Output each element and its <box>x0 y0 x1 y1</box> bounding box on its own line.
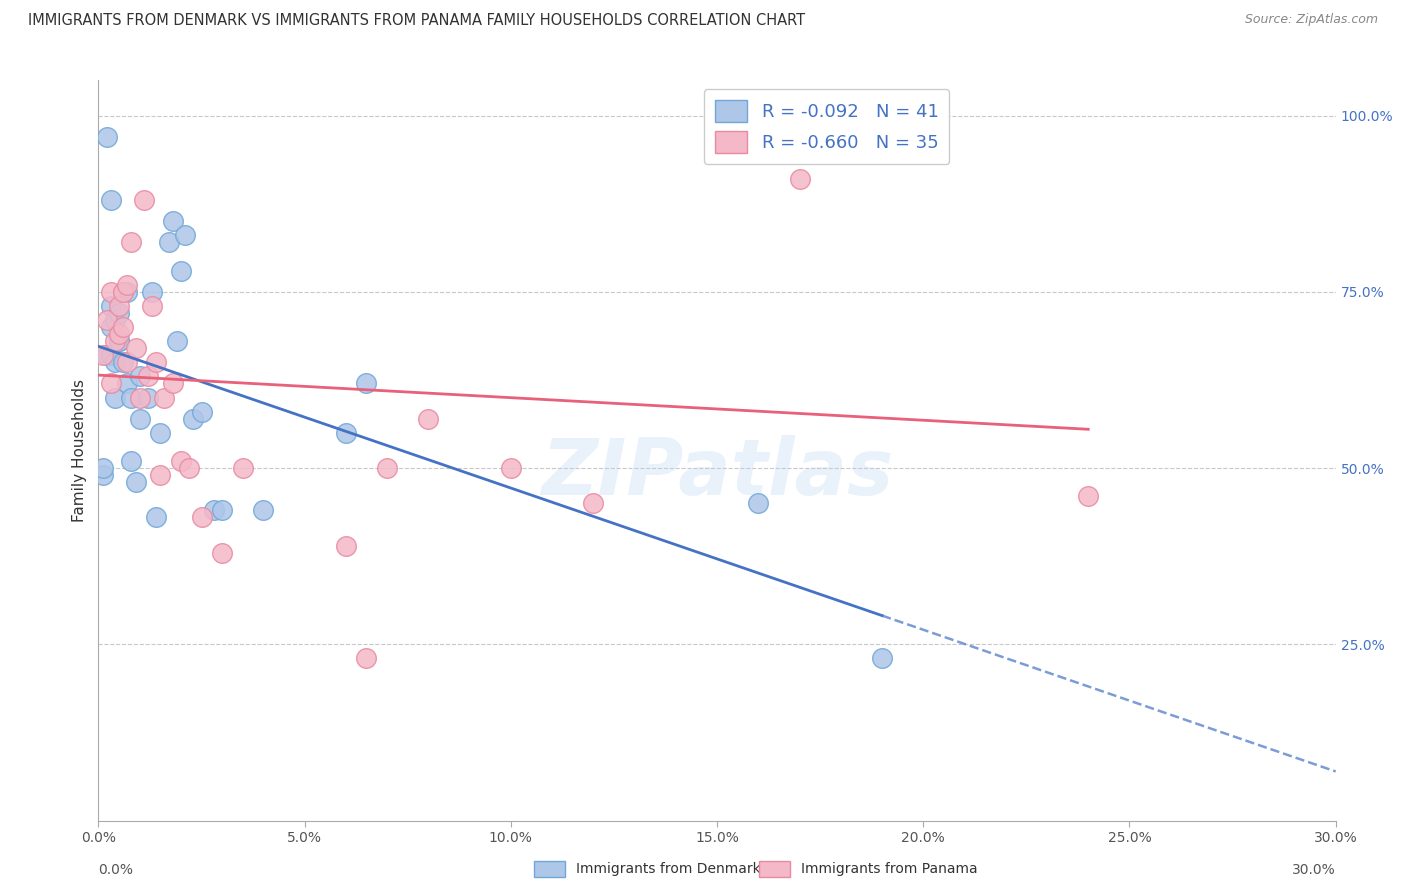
Point <box>132 193 155 207</box>
Point <box>117 285 139 299</box>
Point <box>112 285 135 299</box>
Point <box>108 327 131 342</box>
Point <box>789 172 811 186</box>
Point <box>335 425 357 440</box>
Point <box>100 348 122 362</box>
Point <box>120 454 142 468</box>
Point <box>211 503 233 517</box>
Point <box>91 461 114 475</box>
Point <box>141 299 163 313</box>
Text: 30.0%: 30.0% <box>1292 863 1336 877</box>
Point <box>145 510 167 524</box>
Point <box>211 546 233 560</box>
Point <box>232 461 254 475</box>
Point <box>112 320 135 334</box>
Point <box>108 334 131 348</box>
Point <box>335 539 357 553</box>
Y-axis label: Family Households: Family Households <box>72 379 87 522</box>
Point <box>100 320 122 334</box>
Point <box>120 235 142 250</box>
Point <box>375 461 398 475</box>
Point <box>157 235 180 250</box>
Point <box>162 214 184 228</box>
Text: 0.0%: 0.0% <box>98 863 134 877</box>
Point <box>149 468 172 483</box>
Point <box>100 193 122 207</box>
Point <box>356 376 378 391</box>
Point <box>128 391 150 405</box>
Point <box>96 313 118 327</box>
Point <box>202 503 225 517</box>
Point <box>108 306 131 320</box>
Point <box>96 129 118 144</box>
Point <box>145 355 167 369</box>
Point <box>181 411 204 425</box>
Point <box>190 405 212 419</box>
Point <box>117 277 139 292</box>
Point <box>128 411 150 425</box>
Text: ZIPatlas: ZIPatlas <box>541 434 893 511</box>
Text: Immigrants from Denmark: Immigrants from Denmark <box>576 862 761 876</box>
Point <box>117 376 139 391</box>
Text: Immigrants from Panama: Immigrants from Panama <box>801 862 979 876</box>
Point <box>356 651 378 665</box>
Point <box>100 376 122 391</box>
Point <box>582 496 605 510</box>
Point <box>179 461 201 475</box>
Point <box>96 348 118 362</box>
Point <box>149 425 172 440</box>
Point <box>174 228 197 243</box>
Point <box>141 285 163 299</box>
Point <box>104 313 127 327</box>
Point <box>252 503 274 517</box>
Point <box>100 299 122 313</box>
Text: IMMIGRANTS FROM DENMARK VS IMMIGRANTS FROM PANAMA FAMILY HOUSEHOLDS CORRELATION : IMMIGRANTS FROM DENMARK VS IMMIGRANTS FR… <box>28 13 806 29</box>
Point <box>153 391 176 405</box>
Point <box>120 391 142 405</box>
Point <box>104 355 127 369</box>
Point <box>190 510 212 524</box>
Point <box>100 285 122 299</box>
Point <box>124 475 146 490</box>
Point <box>1077 489 1099 503</box>
Point <box>108 334 131 348</box>
Text: Source: ZipAtlas.com: Source: ZipAtlas.com <box>1244 13 1378 27</box>
Point <box>104 391 127 405</box>
Point <box>170 454 193 468</box>
Point <box>91 348 114 362</box>
Legend: R = -0.092   N = 41, R = -0.660   N = 35: R = -0.092 N = 41, R = -0.660 N = 35 <box>704 89 949 164</box>
Point <box>117 355 139 369</box>
Point <box>136 391 159 405</box>
Point <box>499 461 522 475</box>
Point <box>166 334 188 348</box>
Point <box>747 496 769 510</box>
Point <box>124 341 146 355</box>
Point <box>108 299 131 313</box>
Point <box>162 376 184 391</box>
Point <box>870 651 893 665</box>
Point <box>112 285 135 299</box>
Point <box>136 369 159 384</box>
Point <box>706 136 728 151</box>
Point <box>170 263 193 277</box>
Point <box>112 355 135 369</box>
Point <box>418 411 440 425</box>
Point <box>91 468 114 483</box>
Point <box>104 334 127 348</box>
Point <box>128 369 150 384</box>
